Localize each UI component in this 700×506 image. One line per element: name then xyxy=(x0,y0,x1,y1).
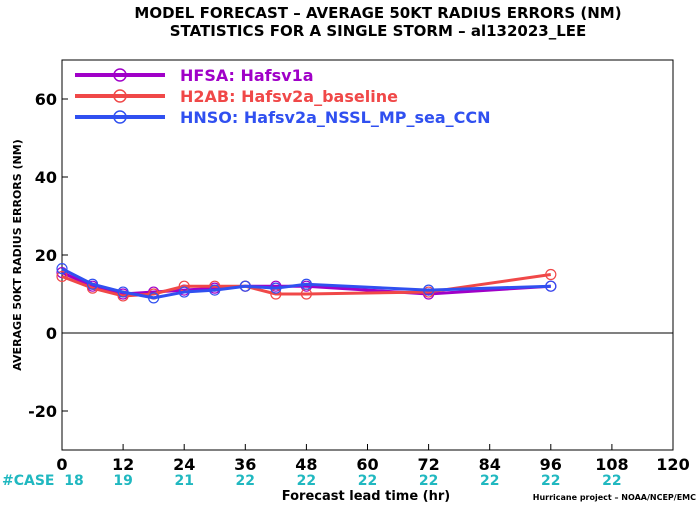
case-count: 22 xyxy=(419,473,438,489)
y-axis-ticks: -20 0 20 40 60 xyxy=(28,90,68,421)
case-count: 22 xyxy=(297,473,316,489)
y-tick-label: 40 xyxy=(35,168,57,187)
footer-credit: Hurricane project – NOAA/NCEP/EMC xyxy=(533,493,696,502)
x-tick-label: 120 xyxy=(656,455,689,474)
case-count: 18 xyxy=(64,473,83,489)
y-tick-label: 60 xyxy=(35,90,57,109)
legend-marker-2 xyxy=(113,89,127,103)
data-point xyxy=(545,268,557,281)
case-label: #CASE xyxy=(2,473,55,489)
legend-label-3: HNSO: Hafsv2a_NSSL_MP_sea_CCN xyxy=(180,108,491,127)
chart-title: MODEL FORECAST – AVERAGE 50KT RADIUS ERR… xyxy=(134,4,621,22)
legend-marker-3 xyxy=(113,110,127,124)
x-tick-label: 60 xyxy=(356,455,378,474)
x-tick-label: 84 xyxy=(479,455,501,474)
y-tick-label: 20 xyxy=(35,246,57,265)
x-tick-label: 0 xyxy=(56,455,67,474)
data-point xyxy=(300,278,312,290)
case-count: 22 xyxy=(541,473,560,489)
x-tick-label: 108 xyxy=(595,455,628,474)
legend: HFSA: Hafsv1a H2AB: Hafsv2a_baseline HNSO:… xyxy=(75,66,491,127)
series-line-1 xyxy=(61,271,551,296)
case-count: 21 xyxy=(174,473,193,489)
x-tick-label: 96 xyxy=(540,455,562,474)
data-point xyxy=(117,286,129,298)
x-tick-label: 12 xyxy=(112,455,134,474)
case-count: 22 xyxy=(358,473,377,489)
case-count: 22 xyxy=(602,473,621,489)
series-layer xyxy=(56,263,557,304)
y-tick-label: -20 xyxy=(28,402,57,421)
data-point xyxy=(270,282,282,294)
case-count: 22 xyxy=(236,473,255,489)
x-axis-ticks: 0 12 24 36 48 60 72 84 96 108 120 xyxy=(56,444,690,474)
data-point xyxy=(86,278,99,290)
y-axis-label: AVERAGE 50KT RADIUS ERRORS (NM) xyxy=(11,139,24,370)
chart-subtitle: STATISTICS FOR A SINGLE STORM – al132023… xyxy=(170,22,587,40)
case-counts: #CASE 18 19 21 22 22 22 22 22 22 22 xyxy=(2,473,622,489)
data-point xyxy=(209,284,221,296)
series-line-3 xyxy=(61,267,551,300)
x-tick-label: 72 xyxy=(417,455,439,474)
legend-label-2: H2AB: Hafsv2a_baseline xyxy=(180,87,398,106)
data-point xyxy=(56,263,68,275)
data-point xyxy=(56,270,68,283)
x-tick-label: 48 xyxy=(295,455,317,474)
data-point xyxy=(423,284,435,296)
x-tick-label: 24 xyxy=(173,455,195,474)
x-tick-label: 36 xyxy=(234,455,256,474)
case-count: 22 xyxy=(480,473,499,489)
data-point xyxy=(239,280,251,292)
x-axis-label: Forecast lead time (hr) xyxy=(282,489,450,504)
legend-marker-1 xyxy=(113,68,127,82)
y-tick-label: 0 xyxy=(46,324,57,343)
data-point xyxy=(148,292,160,304)
data-point xyxy=(545,280,557,292)
legend-label-1: HFSA: Hafsv1a xyxy=(180,66,314,85)
series-line-2 xyxy=(61,273,552,298)
case-count: 19 xyxy=(113,473,132,489)
data-point xyxy=(178,286,190,298)
